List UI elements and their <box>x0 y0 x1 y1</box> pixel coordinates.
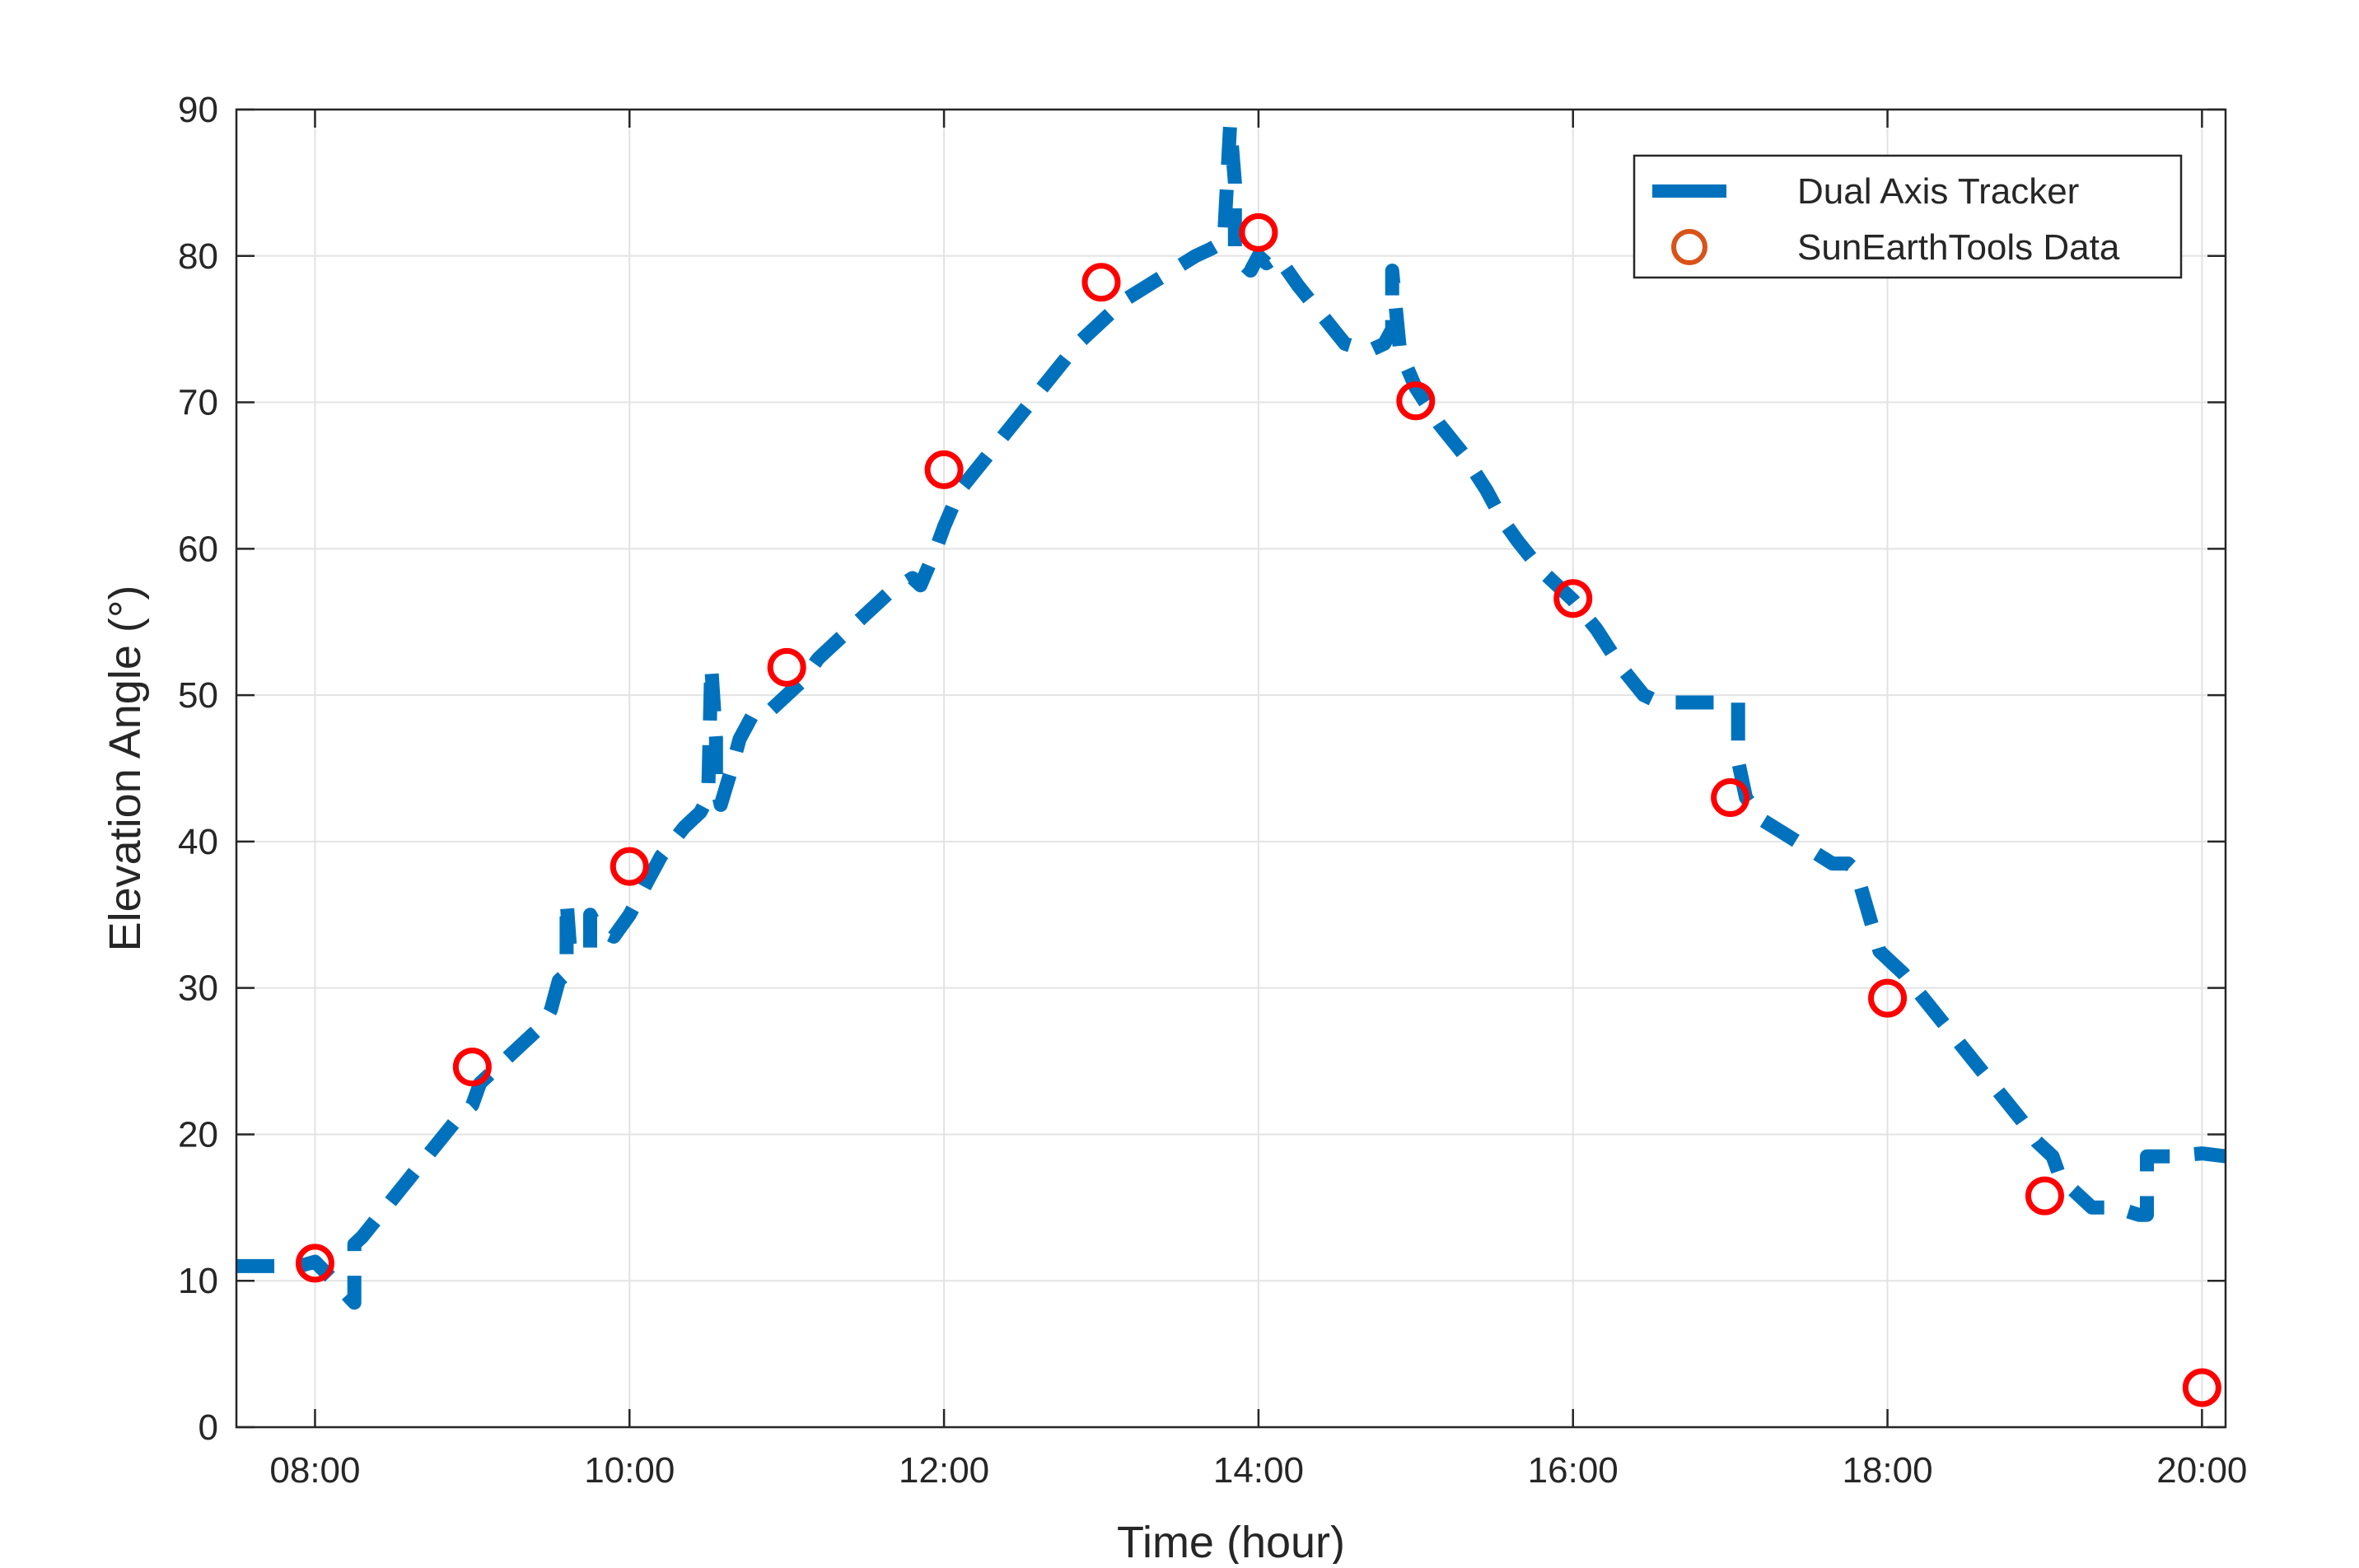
plot-area <box>236 110 2226 1427</box>
sunearthtools-data-point <box>2182 1368 2221 1407</box>
y-tick-label: 90 <box>178 90 218 130</box>
x-tick-label: 20:00 <box>2156 1450 2247 1491</box>
sunearthtools-data-point <box>1868 978 1908 1018</box>
sunearthtools-data-point <box>452 1048 492 1087</box>
plot-frame <box>235 108 2227 1429</box>
sunearthtools-data-point <box>610 847 649 886</box>
x-axis-title: Time (hour) <box>1117 1518 1345 1564</box>
x-tick-label: 08:00 <box>269 1450 360 1491</box>
legend-circle-swatch <box>1671 229 1707 265</box>
sunearthtools-data-point <box>295 1244 334 1283</box>
sunearthtools-data-point <box>924 450 964 489</box>
y-tick-label: 30 <box>178 968 218 1009</box>
sunearthtools-data-point <box>2025 1176 2064 1216</box>
x-tick-label: 16:00 <box>1528 1450 1619 1491</box>
sunearthtools-data-point <box>1553 579 1593 618</box>
y-tick-label: 20 <box>178 1114 218 1155</box>
y-tick-label: 70 <box>178 383 218 423</box>
x-tick-label: 18:00 <box>1842 1450 1932 1491</box>
sunearthtools-data-point <box>1711 778 1750 818</box>
x-tick-label: 10:00 <box>584 1450 675 1491</box>
x-tick-label: 12:00 <box>899 1450 989 1491</box>
data-series <box>236 117 2227 1407</box>
x-tick-label: 14:00 <box>1213 1450 1304 1491</box>
y-tick-label: 60 <box>178 529 218 569</box>
y-tick-label: 40 <box>178 822 218 862</box>
y-tick-label: 50 <box>178 675 218 716</box>
series-line-dual-axis-tracker <box>236 117 2227 1310</box>
axis-ticks <box>236 108 2226 1429</box>
y-tick-label: 80 <box>178 236 218 277</box>
y-tick-label: 0 <box>199 1407 218 1448</box>
sunearthtools-data-point <box>767 647 806 687</box>
sunearthtools-data-point <box>1396 381 1436 421</box>
tick-labels: 08:00 10:00 12:00 14:00 16:00 18:00 20:00 0 10 20… <box>178 90 2247 1491</box>
y-axis-title: Elevation Angle (°) <box>100 586 150 952</box>
legend-label-dual-axis-tracker: Dual Axis Tracker <box>1797 171 2079 212</box>
sunearthtools-data-point <box>1239 212 1278 252</box>
legend-label-sunearthtools-data: SunEarthTools Data <box>1797 227 2120 268</box>
legend: Dual Axis Tracker SunEarthTools Data <box>1633 154 2183 279</box>
legend-box <box>1633 154 2183 279</box>
sunearthtools-data-point <box>1081 263 1121 302</box>
y-tick-label: 10 <box>178 1261 218 1301</box>
